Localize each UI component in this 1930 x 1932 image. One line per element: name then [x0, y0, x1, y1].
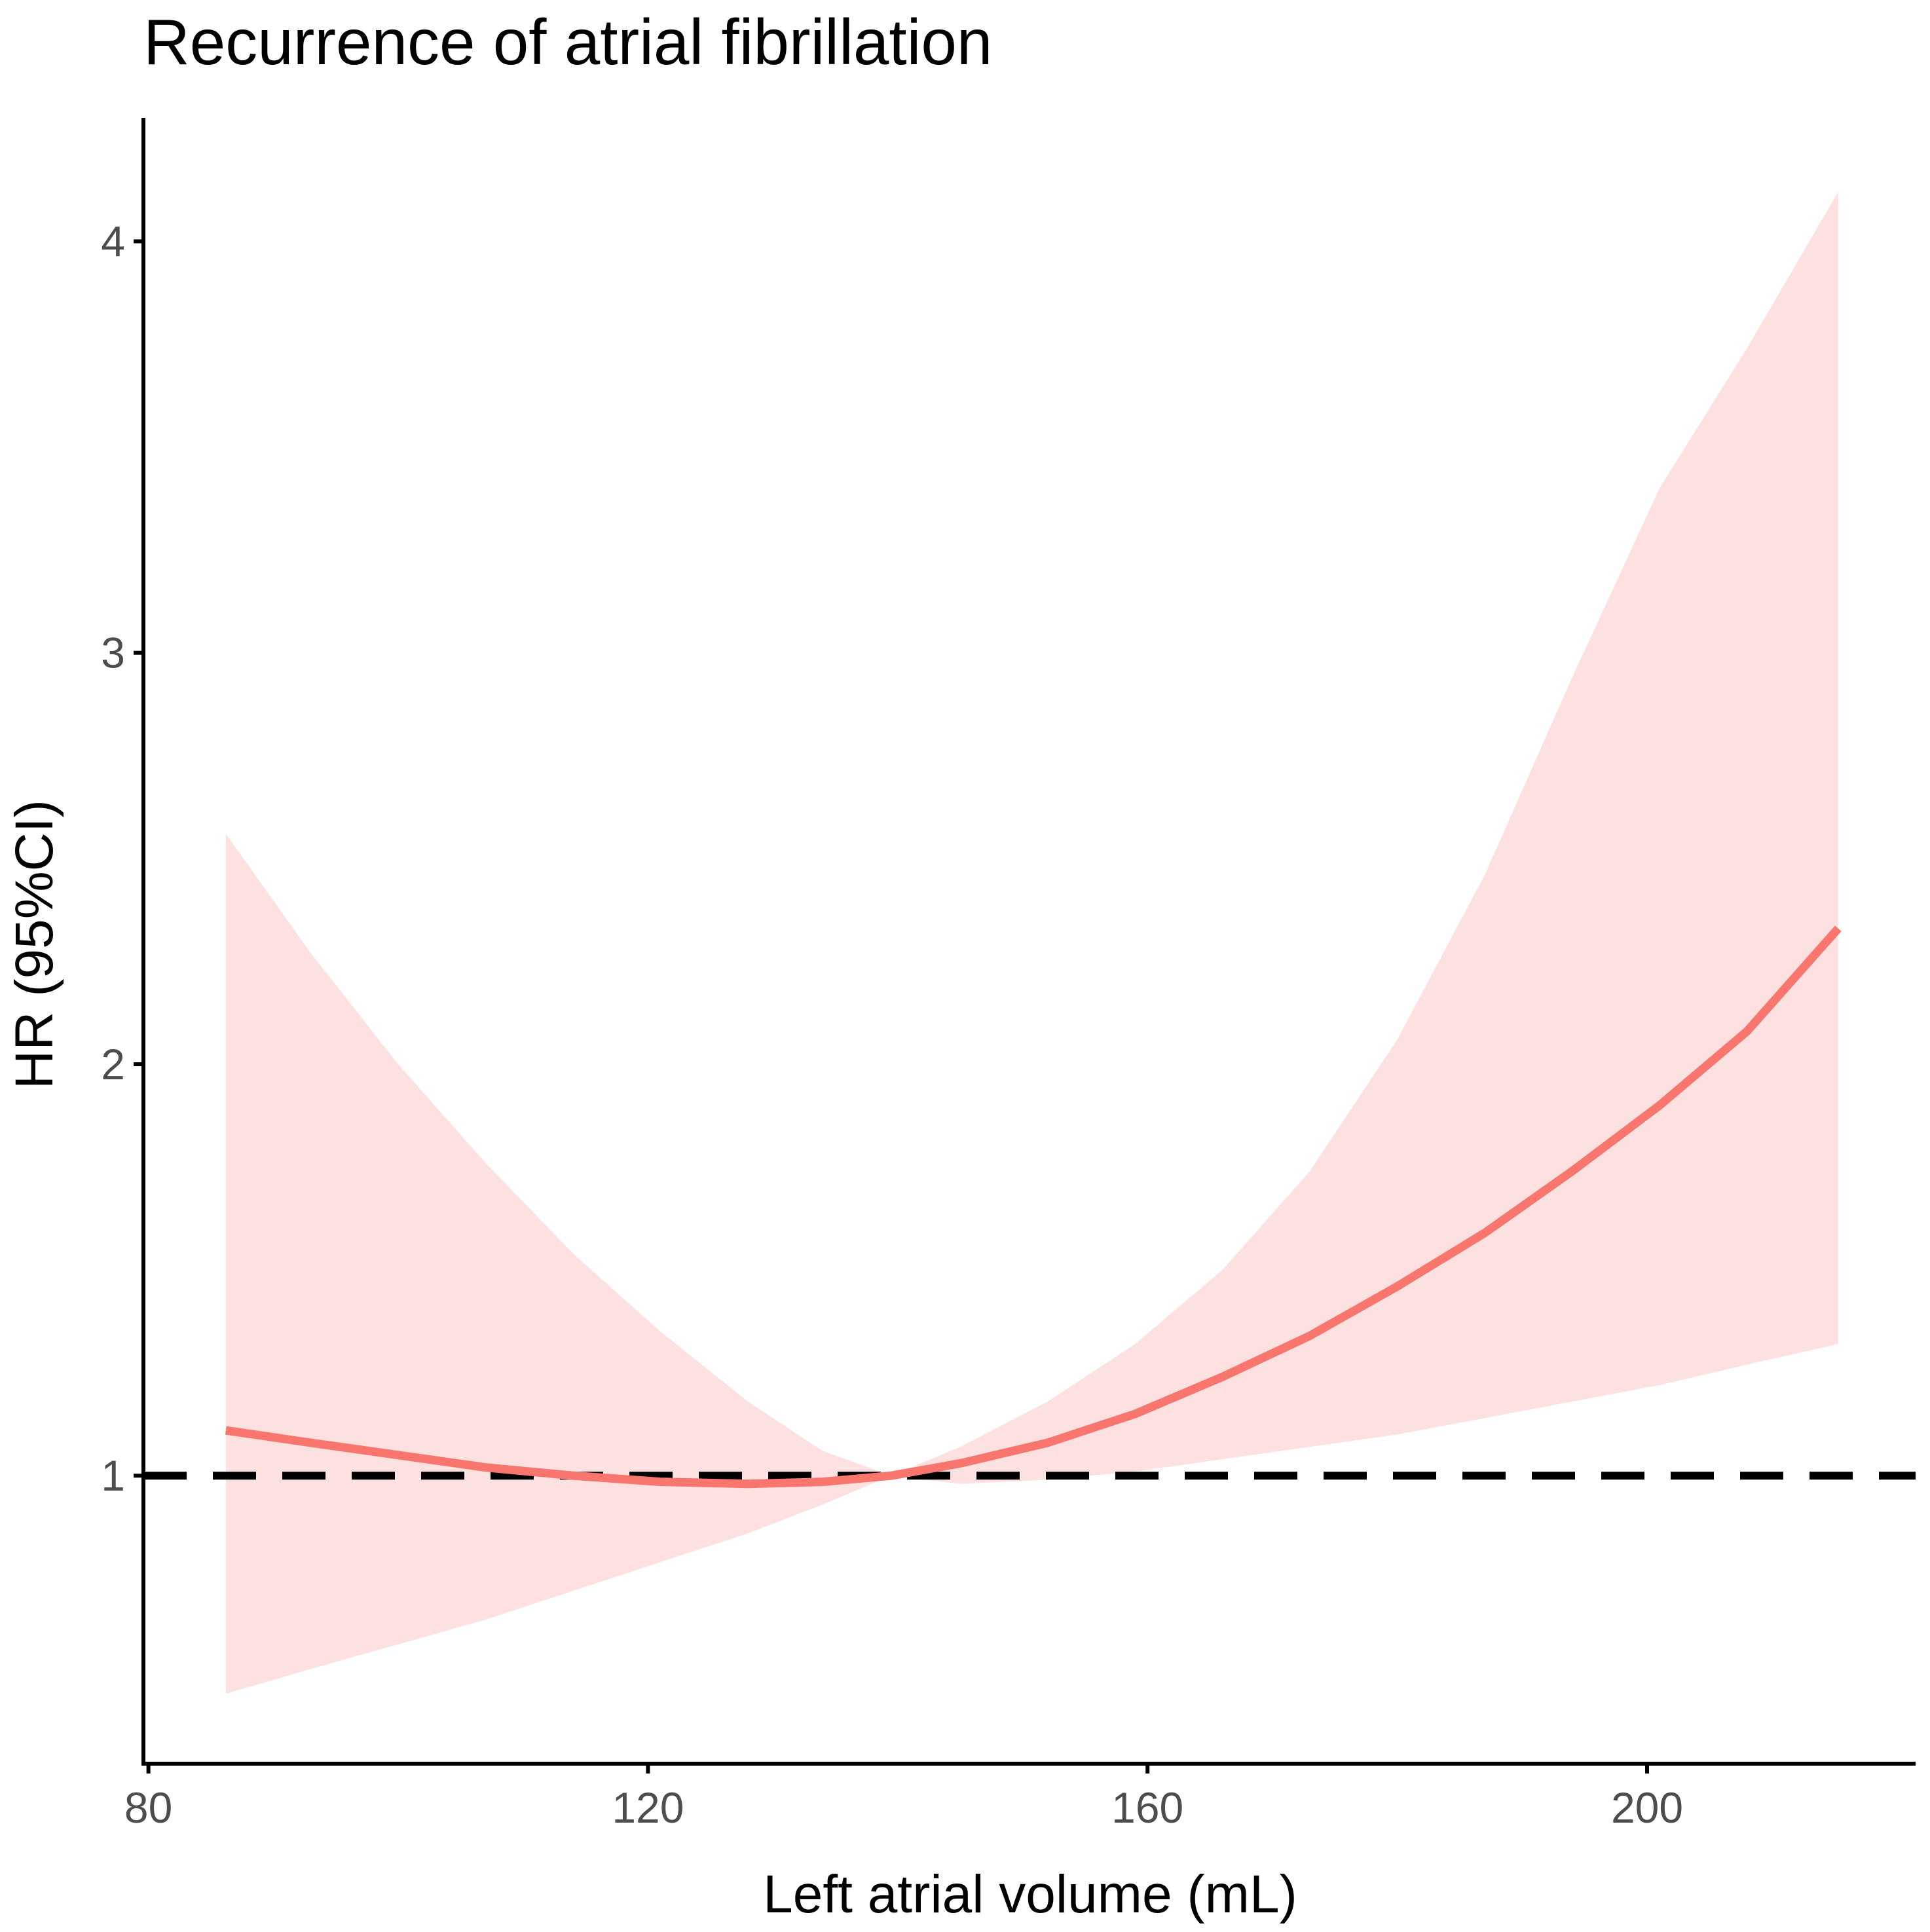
- x-tick-label: 80: [124, 1783, 172, 1832]
- x-tick-label: 120: [612, 1783, 684, 1832]
- confidence-band: [225, 192, 1838, 1694]
- x-axis-title: Left atrial volume (mL): [763, 1865, 1297, 1924]
- y-tick-label: 1: [101, 1451, 125, 1500]
- hr-curve: [225, 925, 1842, 1489]
- y-tick-label: 4: [101, 217, 125, 265]
- y-tick-label: 2: [101, 1040, 125, 1088]
- y-axis-title: HR (95%CI): [5, 800, 64, 1089]
- y-axis-ticks: 1 2 3 4: [101, 217, 143, 1500]
- x-tick-label: 200: [1611, 1783, 1683, 1832]
- y-tick-label: 3: [101, 629, 125, 677]
- x-tick-label: 160: [1111, 1783, 1183, 1832]
- x-axis-ticks: 80 120 160 200: [124, 1764, 1683, 1832]
- chart-title: Recurrence of atrial fibrillation: [143, 6, 992, 78]
